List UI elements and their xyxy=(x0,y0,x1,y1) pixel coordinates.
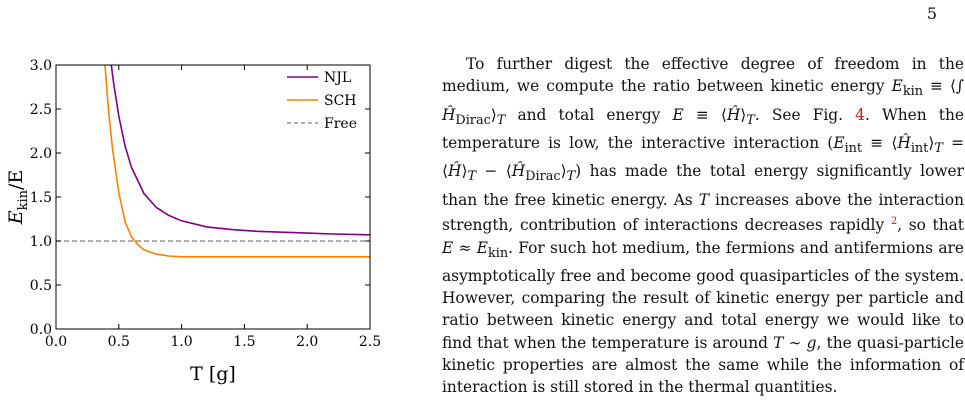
page-number: 5 xyxy=(926,4,937,23)
legend-label-sch: SCH xyxy=(324,93,357,109)
body-paragraph: To further digest the effective degree o… xyxy=(442,55,965,397)
y-tick-label: 2.5 xyxy=(30,102,52,118)
legend-label-free: Free xyxy=(324,116,357,132)
series-line-sch xyxy=(104,65,370,258)
x-tick-label: 2.0 xyxy=(296,334,318,350)
x-tick-label: 1.0 xyxy=(170,334,192,350)
x-tick-label: 0.5 xyxy=(108,334,130,350)
y-axis-label: Ekin/E xyxy=(5,170,31,226)
y-tick-label: 3.0 xyxy=(30,58,52,74)
x-axis-label: T [g] xyxy=(190,363,236,385)
x-tick-label: 1.5 xyxy=(233,334,255,350)
y-tick-label: 0.5 xyxy=(30,278,52,294)
y-tick-label: 0.0 xyxy=(30,322,52,338)
y-tick-label: 1.0 xyxy=(30,234,52,250)
y-tick-label: 2.0 xyxy=(30,146,52,162)
x-tick-label: 2.5 xyxy=(359,334,381,350)
series-line-njl xyxy=(110,65,370,236)
x-tick-label: 0.0 xyxy=(45,334,67,350)
y-tick-label: 1.5 xyxy=(30,190,52,206)
plot-frame xyxy=(55,64,371,330)
kinetic-energy-ratio-chart: 0.0 0.5 1.0 1.5 2.0 2.5 0.0 0.5 1.0 1.5 2.0 2.5 3.0 T… xyxy=(5,58,381,385)
legend-label-njl: NJL xyxy=(324,70,351,86)
